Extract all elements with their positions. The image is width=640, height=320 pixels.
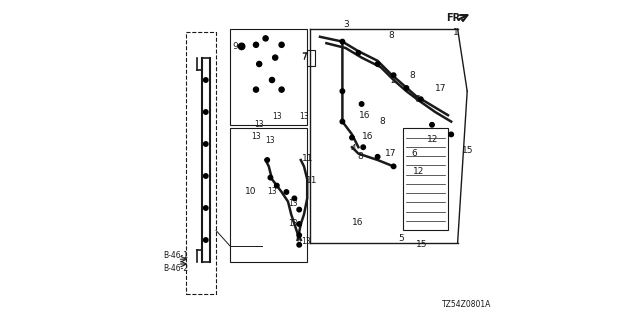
Text: 13: 13: [266, 136, 275, 145]
Circle shape: [279, 87, 284, 92]
Circle shape: [275, 183, 279, 188]
Circle shape: [204, 142, 208, 146]
Text: 15: 15: [416, 240, 428, 249]
Text: 10: 10: [245, 188, 256, 196]
Text: 12: 12: [428, 135, 438, 144]
Circle shape: [349, 135, 355, 140]
Text: 7: 7: [301, 53, 307, 62]
Circle shape: [257, 61, 262, 67]
Text: 8: 8: [380, 117, 385, 126]
Text: 11: 11: [302, 154, 314, 163]
Text: 13: 13: [268, 188, 277, 196]
Circle shape: [204, 78, 208, 82]
Circle shape: [340, 39, 344, 44]
Text: 1: 1: [453, 28, 458, 36]
Text: 17: 17: [435, 84, 446, 92]
Circle shape: [253, 42, 259, 47]
Circle shape: [268, 175, 273, 180]
Text: 13: 13: [288, 220, 298, 228]
Circle shape: [375, 62, 380, 66]
Circle shape: [204, 174, 208, 178]
Circle shape: [292, 196, 297, 201]
Text: 13: 13: [251, 132, 261, 140]
Text: 15: 15: [462, 146, 474, 155]
Bar: [230, 128, 307, 262]
Circle shape: [392, 73, 396, 77]
Circle shape: [263, 36, 268, 41]
Text: 4: 4: [351, 144, 356, 153]
Bar: [186, 32, 216, 294]
Circle shape: [361, 145, 365, 149]
Circle shape: [238, 43, 244, 50]
Bar: [230, 29, 307, 125]
Circle shape: [404, 86, 409, 90]
Circle shape: [204, 238, 208, 242]
Text: FR.: FR.: [447, 13, 465, 23]
Circle shape: [297, 222, 301, 226]
Circle shape: [279, 42, 284, 47]
Circle shape: [265, 158, 269, 162]
Circle shape: [273, 55, 278, 60]
Circle shape: [356, 51, 361, 55]
Circle shape: [297, 207, 301, 212]
Circle shape: [375, 155, 380, 159]
Circle shape: [253, 87, 259, 92]
Text: 8: 8: [358, 152, 364, 161]
Text: 13: 13: [301, 237, 310, 246]
Text: 2: 2: [390, 76, 396, 84]
Circle shape: [204, 110, 208, 114]
Text: TZ54Z0801A: TZ54Z0801A: [442, 300, 491, 309]
Circle shape: [204, 206, 208, 210]
Text: 8: 8: [410, 71, 415, 80]
Text: 8: 8: [388, 31, 394, 40]
Circle shape: [340, 89, 344, 93]
Text: 13: 13: [300, 112, 309, 121]
Text: 3: 3: [343, 20, 349, 28]
Text: 9: 9: [232, 42, 237, 51]
Bar: [307, 50, 316, 66]
Circle shape: [340, 119, 344, 124]
Text: 12: 12: [413, 167, 424, 176]
Circle shape: [284, 190, 289, 194]
Bar: [403, 128, 448, 230]
Text: 16: 16: [362, 132, 374, 140]
Circle shape: [297, 233, 301, 237]
Circle shape: [449, 132, 453, 137]
Text: 6: 6: [415, 95, 420, 104]
Circle shape: [430, 123, 435, 127]
Circle shape: [392, 164, 396, 169]
Text: B-46-2: B-46-2: [163, 264, 188, 273]
Text: 13: 13: [272, 112, 282, 121]
Text: 16: 16: [352, 218, 364, 227]
Text: 16: 16: [360, 111, 371, 120]
Circle shape: [297, 243, 301, 247]
Text: 7: 7: [301, 52, 307, 60]
Text: 6: 6: [412, 149, 417, 158]
Text: 5: 5: [398, 234, 404, 243]
Circle shape: [419, 97, 423, 101]
Text: 17: 17: [385, 149, 396, 158]
Text: B-46-1: B-46-1: [163, 252, 188, 260]
Circle shape: [360, 102, 364, 106]
Text: 13: 13: [288, 199, 298, 208]
Text: 13: 13: [254, 120, 264, 129]
Text: 11: 11: [306, 176, 317, 185]
Circle shape: [269, 77, 275, 83]
